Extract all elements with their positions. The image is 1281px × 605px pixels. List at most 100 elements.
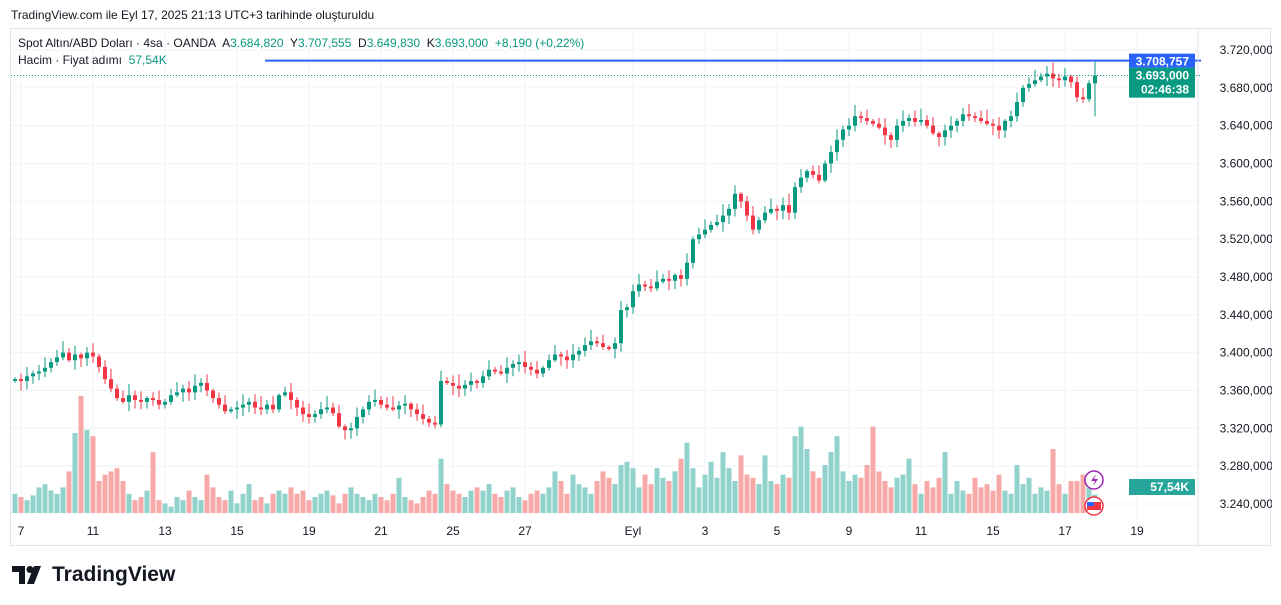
volume-bar [792, 436, 798, 513]
candle-body [475, 381, 479, 383]
candle-body [631, 291, 635, 308]
volume-bar [66, 471, 72, 513]
high-label: Y [289, 36, 298, 50]
volume-bar [1044, 490, 1050, 513]
volume-bar [882, 481, 888, 513]
candle-body [25, 376, 29, 382]
y-tick-label: 3.520,000 [1220, 232, 1272, 246]
volume-bar [594, 481, 600, 513]
volume-bar [714, 477, 720, 513]
volume-bar [36, 487, 42, 513]
candle-body [865, 118, 869, 121]
volume-bar [1032, 493, 1038, 513]
volume-bar [54, 493, 60, 513]
candle-body [1093, 75, 1097, 84]
volume-bar [582, 487, 588, 513]
candle-body [139, 399, 143, 402]
candle-body [259, 407, 263, 410]
chart-caption: TradingView.com ile Eyl 17, 2025 21:13 U… [11, 8, 375, 22]
candle-body [601, 343, 605, 347]
volume-bar [696, 487, 702, 513]
volume-bar [480, 490, 486, 513]
candle-body [913, 118, 917, 122]
volume-bar [198, 500, 204, 513]
volume-bar [366, 500, 372, 513]
volume-bar [426, 490, 432, 513]
legend-symbol[interactable]: Spot Altın/ABD Doları · 4sa · OANDA [18, 36, 217, 50]
candle-body [1039, 76, 1043, 81]
volume-bar [918, 493, 924, 513]
candle-body [811, 171, 815, 175]
y-tick-label: 3.360,000 [1220, 383, 1272, 397]
candle-body [799, 177, 803, 188]
volume-bar [522, 500, 528, 513]
candle-body [313, 414, 317, 417]
volume-bar [960, 490, 966, 513]
candle-body [481, 376, 485, 383]
volume-bar [114, 468, 120, 513]
volume-bar [30, 495, 36, 513]
volume-bar [504, 490, 510, 513]
candle-body [301, 407, 305, 415]
y-tick-label: 3.640,000 [1220, 119, 1272, 133]
candle-body [703, 229, 707, 235]
candle-body [877, 123, 881, 128]
candle-body [613, 343, 617, 349]
candle-body [769, 208, 773, 213]
volume-bar [402, 497, 408, 513]
candle-body [373, 399, 377, 402]
high-price-label-text: 3.708,757 [1136, 55, 1190, 69]
candle-body [37, 371, 41, 374]
volume-bar [132, 500, 138, 513]
volume-bar [384, 500, 390, 513]
y-tick-label: 3.280,000 [1220, 459, 1272, 473]
volume-bar [600, 471, 606, 513]
candle-body [847, 125, 851, 130]
volume-label[interactable]: Hacim · Fiyat adımı [18, 53, 123, 67]
candle-body [1081, 97, 1085, 100]
candle-body [745, 201, 749, 216]
tradingview-logo[interactable]: TradingView [12, 563, 175, 587]
candle-body [487, 369, 491, 377]
volume-bar [912, 484, 918, 513]
volume-bar [570, 474, 576, 513]
candle-body [73, 354, 77, 361]
candle-body [349, 428, 353, 431]
candle-body [457, 385, 461, 389]
y-tick-label: 3.480,000 [1220, 270, 1272, 284]
candle-body [325, 407, 329, 410]
volume-bar [528, 493, 534, 513]
volume-bar [84, 429, 90, 513]
volume-bar [1050, 449, 1056, 513]
volume-bar [1038, 487, 1044, 513]
volume-bar [660, 477, 666, 513]
volume-bar [810, 471, 816, 513]
candle-body [679, 275, 683, 279]
close-value: 3.693,000 [434, 36, 489, 50]
volume-bar [576, 484, 582, 513]
chart-frame[interactable]: 3.240,000 3.280,000 3.320,000 3.360,000 3.40… [10, 28, 1272, 547]
candle-body [61, 352, 65, 358]
volume-bar [462, 497, 468, 513]
volume-bar [1074, 481, 1080, 513]
volume-bar [192, 497, 198, 513]
candle-body [121, 398, 125, 402]
x-tick-label: 19 [1130, 524, 1144, 538]
volume-bar [642, 474, 648, 513]
candle-body [895, 125, 899, 140]
x-tick-label: 25 [446, 524, 460, 538]
volume-bar [108, 471, 114, 513]
candle-body [937, 133, 941, 138]
volume-bar [24, 500, 30, 513]
volume-bar [474, 487, 480, 513]
volume-bar [954, 481, 960, 513]
candle-body [871, 120, 875, 124]
volume-bar [126, 493, 132, 513]
candle-body [949, 125, 953, 131]
volume-bar [252, 500, 258, 513]
candle-body [1069, 76, 1073, 83]
volume-bar [312, 497, 318, 513]
candle-body [997, 125, 1001, 131]
candle-body [901, 120, 905, 126]
candlestick-chart[interactable]: 3.240,000 3.280,000 3.320,000 3.360,000 3.40… [11, 29, 1272, 547]
